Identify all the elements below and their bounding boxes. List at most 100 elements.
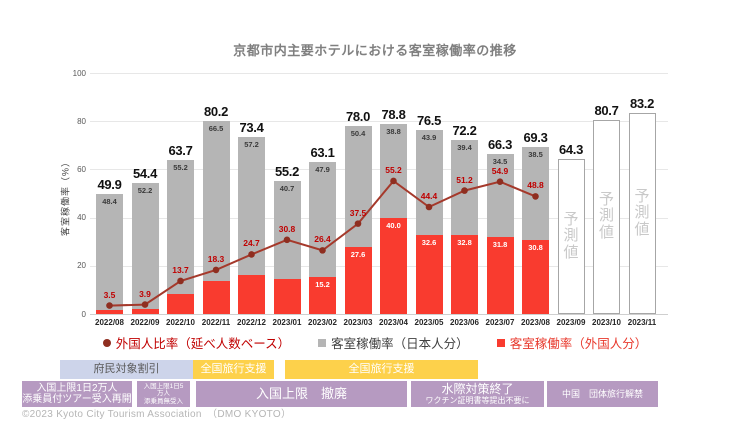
japanese-segment-value: 50.4 (350, 129, 366, 139)
forecast-label: 予 測 値 (598, 190, 614, 241)
x-tick-label: 2023/03 (343, 318, 373, 327)
annotation-band: 入国上限1日2万人 添乗員付ツアー受入再開 (22, 381, 132, 407)
bar-total-label: 73.4 (239, 120, 264, 136)
bar-japanese-segment (522, 146, 549, 240)
bar-total-label: 55.2 (274, 163, 300, 179)
line-value-label: 13.7 (172, 264, 189, 275)
x-tick-label: 2023/01 (272, 318, 302, 327)
bar-foreign-segment (202, 280, 230, 314)
bar-total-label: 54.4 (132, 165, 158, 181)
y-tick-label: 0 (81, 309, 86, 319)
bar-foreign-segment (380, 217, 407, 314)
bar-total-label: 63.7 (168, 143, 193, 159)
japanese-segment-value: 39.4 (457, 142, 472, 152)
x-tick-label: 2023/07 (485, 318, 515, 327)
foreign-segment-value: 40.0 (386, 220, 401, 230)
y-tick-label: 80 (77, 116, 86, 126)
japanese-segment-value: 38.8 (386, 127, 401, 137)
japanese-segment-value: 47.9 (315, 164, 330, 174)
annotation-band: 入国上限1日5 万人 添乗員無受入 (137, 381, 190, 407)
gray-square-icon (318, 338, 327, 347)
japanese-segment-value: 57.2 (244, 140, 259, 150)
y-tick-label: 60 (77, 164, 86, 174)
bar-total-label: 83.2 (629, 96, 655, 112)
bar-japanese-segment (238, 137, 265, 275)
y-tick-label: 20 (77, 261, 86, 271)
bar-foreign-segment (96, 310, 123, 314)
bar-total-label: 72.2 (452, 122, 477, 138)
x-tick-label: 2023/08 (521, 318, 550, 327)
bar-total-label: 80.7 (594, 102, 619, 118)
bar-japanese-segment (309, 161, 336, 278)
bar-total-label: 80.2 (203, 103, 229, 119)
x-tick-label: 2023/02 (308, 318, 337, 327)
y-tick-label: 100 (72, 68, 86, 78)
japanese-segment-value: 66.5 (208, 123, 224, 133)
legend-item-occupancy-japanese: 客室稼働率（日本人分） (318, 333, 469, 352)
japanese-segment-value: 43.9 (421, 132, 437, 142)
legend-label: 客室稼働率（外国人分） (509, 337, 648, 351)
bar-total-label: 63.1 (310, 144, 335, 160)
bar-total-label: 66.3 (487, 137, 513, 153)
legend-item-foreigner-ratio: 外国人比率（延べ人数ベース） (102, 333, 290, 352)
line-value-label: 44.4 (420, 190, 438, 201)
x-tick-label: 2023/09 (556, 318, 586, 327)
foreign-segment-value: 32.6 (421, 238, 437, 248)
y-tick-label: 40 (77, 213, 86, 223)
annotation-band-line: ワクチン証明書等提出不要に (425, 396, 530, 406)
bar-foreign-segment (273, 279, 301, 314)
annotation-band: 全国旅行支援 (285, 360, 478, 379)
line-marker-icon (102, 338, 111, 347)
annotation-band-line: 入国上限 撤廃 (255, 385, 347, 401)
forecast-label: 予 測 値 (563, 210, 579, 261)
annotation-band-line: 添乗員無受入 (144, 397, 183, 405)
legend-label: 客室稼働率（日本人分） (331, 337, 469, 351)
forecast-label: 予 測 値 (634, 187, 650, 238)
bar-japanese-segment (451, 139, 478, 235)
foreign-segment-value: 30.8 (528, 242, 543, 252)
bar-total-label: 64.3 (558, 142, 584, 158)
bar-foreign-segment (131, 308, 159, 314)
line-value-label: 26.4 (314, 234, 331, 245)
bar-japanese-segment (344, 126, 372, 248)
annotation-band: 水際対策終了 ワクチン証明書等提出不要に (411, 381, 544, 407)
copyright-text: ©2023 Kyoto City Tourism Association （DM… (22, 409, 292, 420)
annotation-band-line: 万人 (157, 390, 170, 398)
annotation-band-line: 水際対策終了 (441, 381, 514, 396)
chart-title: 京都市内主要ホテルにおける客室稼働率の推移 (233, 43, 517, 58)
bar-total-label: 69.3 (523, 129, 548, 145)
x-tick-label: 2022/09 (130, 318, 160, 327)
japanese-segment-value: 48.4 (102, 196, 117, 206)
japanese-segment-value: 55.2 (173, 163, 188, 173)
red-square-icon (496, 338, 505, 347)
x-tick-label: 2022/08 (95, 318, 124, 327)
x-tick-label: 2023/11 (627, 318, 657, 327)
annotation-band-line: 添乗員付ツアー受入再開 (22, 394, 132, 405)
grid-line (90, 169, 668, 171)
legend-item-occupancy-foreign: 客室稼働率（外国人分） (496, 333, 648, 352)
japanese-segment-value: 52.2 (137, 185, 153, 195)
x-tick-label: 2023/05 (414, 318, 444, 327)
annotation-band: 中国 団体旅行解禁 (547, 381, 658, 407)
grid-line (90, 73, 668, 74)
line-value-label: 3.5 (103, 289, 116, 300)
japanese-segment-value: 38.5 (528, 149, 543, 159)
line-value-label: 30.8 (278, 223, 296, 234)
x-tick-label: 2023/10 (592, 318, 621, 327)
foreign-segment-value: 32.8 (457, 237, 472, 247)
line-value-label: 37.5 (349, 207, 367, 218)
line-value-label: 18.3 (207, 253, 225, 264)
annotation-band-line: 中国 団体旅行解禁 (561, 388, 643, 399)
bar-total-label: 78.8 (381, 107, 406, 123)
grid-line (90, 314, 668, 315)
japanese-segment-value: 40.7 (279, 183, 295, 193)
line-value-label: 3.9 (139, 288, 151, 299)
line-value-label: 54.9 (491, 165, 509, 176)
forecast-bar: 予 測 値 (628, 113, 656, 314)
bar-foreign-segment (238, 274, 265, 314)
foreign-segment-value: 27.6 (350, 250, 366, 260)
annotation-band-line: 入国上限1日2万人 (36, 382, 118, 394)
x-tick-label: 2022/11 (201, 318, 231, 327)
